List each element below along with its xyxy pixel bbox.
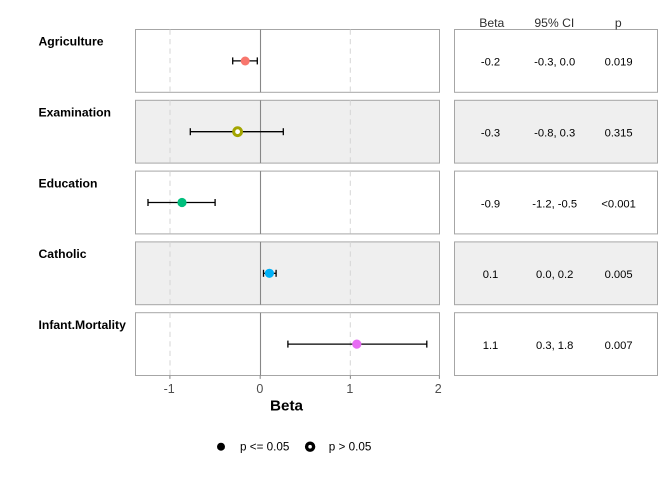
- svg-text:2: 2: [435, 382, 442, 396]
- svg-text:-1.2, -0.5: -1.2, -0.5: [532, 198, 577, 210]
- svg-text:Beta: Beta: [270, 398, 303, 415]
- svg-text:-0.9: -0.9: [481, 198, 500, 210]
- svg-text:0.019: 0.019: [605, 57, 633, 69]
- svg-text:Infant.Mortality: Infant.Mortality: [39, 318, 127, 332]
- svg-text:-0.3, 0.0: -0.3, 0.0: [534, 57, 575, 69]
- svg-text:95% CI: 95% CI: [534, 16, 574, 30]
- svg-text:-0.8, 0.3: -0.8, 0.3: [534, 128, 575, 140]
- svg-text:-0.2: -0.2: [481, 57, 500, 69]
- svg-text:1.1: 1.1: [483, 340, 499, 352]
- svg-text:0.3, 1.8: 0.3, 1.8: [536, 340, 573, 352]
- svg-text:p <= 0.05: p <= 0.05: [240, 441, 290, 454]
- svg-text:<0.001: <0.001: [601, 198, 636, 210]
- svg-text:Education: Education: [39, 176, 98, 190]
- svg-text:0.005: 0.005: [605, 269, 633, 281]
- svg-text:0.315: 0.315: [605, 128, 633, 140]
- svg-text:Agriculture: Agriculture: [39, 35, 104, 49]
- svg-text:Examination: Examination: [39, 106, 111, 120]
- svg-text:-1: -1: [164, 382, 175, 396]
- svg-text:0.007: 0.007: [605, 340, 633, 352]
- svg-text:Catholic: Catholic: [39, 247, 87, 261]
- svg-text:p: p: [615, 16, 622, 30]
- svg-text:Beta: Beta: [479, 16, 504, 30]
- svg-text:0.1: 0.1: [483, 269, 499, 281]
- svg-text:1: 1: [346, 382, 353, 396]
- svg-text:p > 0.05: p > 0.05: [329, 441, 372, 454]
- svg-text:0: 0: [256, 382, 263, 396]
- svg-text:0.0, 0.2: 0.0, 0.2: [536, 269, 573, 281]
- svg-text:-0.3: -0.3: [481, 128, 500, 140]
